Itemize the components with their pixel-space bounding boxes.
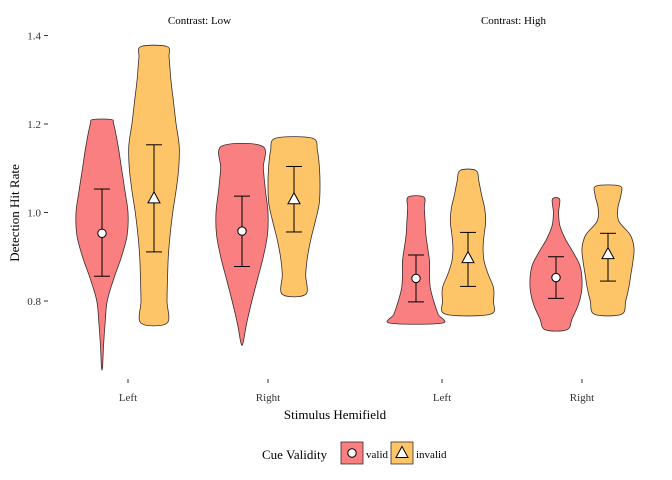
facet-title: Contrast: Low (168, 15, 231, 27)
legend-label: invalid (416, 449, 447, 461)
violin-group (215, 142, 269, 346)
mean-point (147, 190, 161, 204)
y-axis: 0.8 1.0 1.2 1.4 (27, 31, 48, 308)
facet-title: Contrast: High (481, 15, 547, 27)
legend-label: valid (366, 449, 388, 461)
x-tick-label: Left (433, 392, 451, 404)
mean-point (237, 226, 247, 236)
x-tick-label: Right (256, 392, 280, 404)
violin-group (529, 197, 583, 332)
legend-marker (395, 445, 409, 458)
y-tick-label: 1.2 (27, 119, 41, 131)
mean-point (551, 272, 561, 283)
mean-point (411, 273, 421, 284)
x-axis: Left Right Left Right (119, 379, 594, 404)
violin-group (128, 44, 180, 327)
y-axis-title: Detection Hit Rate (7, 164, 22, 262)
y-tick-label: 1.0 (27, 208, 41, 220)
legend: Cue Validity valid invalid (262, 441, 447, 465)
x-tick-label: Right (570, 392, 594, 404)
y-tick-label: 1.4 (27, 31, 41, 43)
violin-group (267, 136, 321, 298)
violin-group (75, 118, 129, 371)
mean-point (601, 246, 615, 260)
x-axis-title: Stimulus Hemifield (284, 407, 387, 422)
violin-group (441, 168, 495, 317)
legend-item-invalid: invalid (390, 441, 447, 465)
legend-title: Cue Validity (262, 447, 328, 462)
violin-group (386, 195, 446, 325)
mean-point (287, 191, 301, 205)
facet-titles: Contrast: Low Contrast: High (168, 15, 547, 27)
plot-area (75, 44, 635, 371)
mean-point (461, 250, 475, 264)
legend-item-valid: valid (340, 441, 388, 465)
mean-point (97, 228, 107, 238)
violin-group (581, 184, 635, 317)
y-tick-label: 0.8 (27, 296, 41, 308)
x-tick-label: Left (119, 392, 137, 404)
legend-marker (347, 448, 357, 458)
